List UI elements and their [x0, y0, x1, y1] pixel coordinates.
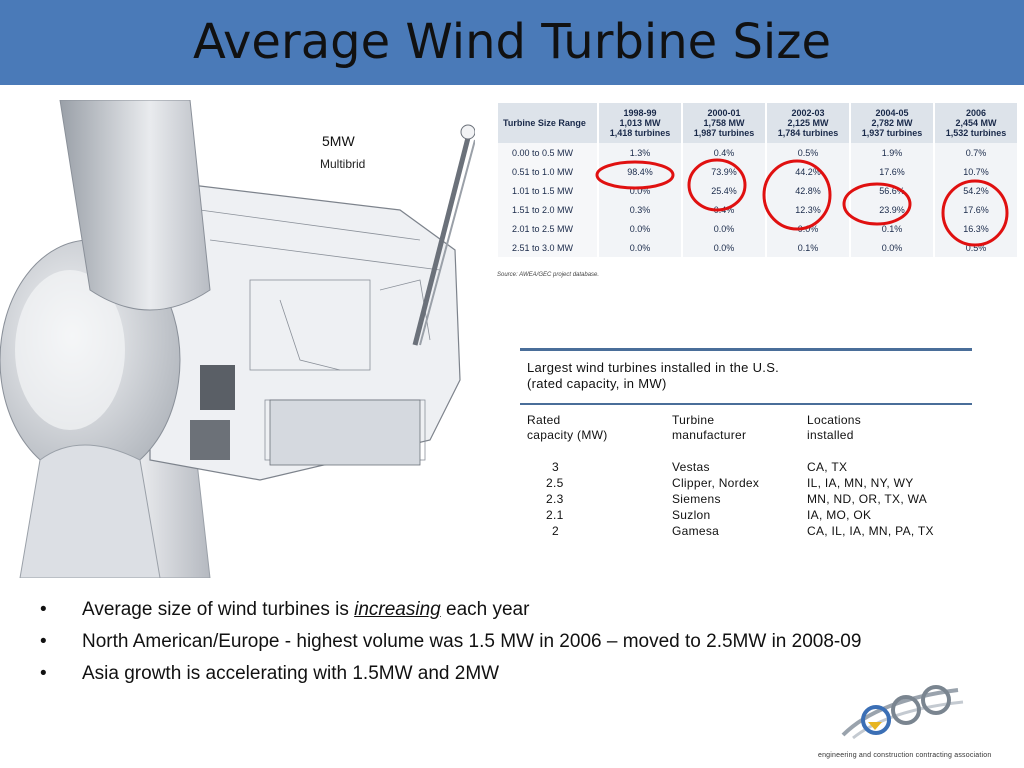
table-cell: 25.4% — [683, 181, 765, 200]
locations-cell: MN, ND, OR, TX, WA — [807, 492, 928, 506]
column-header: 2006 2,454 MW 1,532 turbines — [935, 103, 1017, 143]
capacity-cell: 2.1 — [546, 508, 564, 522]
header-manufacturer: Turbine manufacturer — [672, 413, 747, 442]
table-cell: 0.0% — [599, 219, 681, 238]
range-cell: 0.51 to 1.0 MW — [498, 162, 597, 181]
turbine-sublabel: Multibrid — [320, 157, 366, 171]
table-cell: 0.4% — [683, 143, 765, 162]
table-cell: 56.6% — [851, 181, 933, 200]
title-bar — [0, 0, 1024, 85]
table-cell: 98.4% — [599, 162, 681, 181]
table-rule — [520, 348, 972, 351]
range-cell: 2.01 to 2.5 MW — [498, 219, 597, 238]
manufacturer-cell: Suzlon — [672, 508, 711, 522]
manufacturer-cell: Gamesa — [672, 524, 720, 538]
table-rule — [520, 403, 972, 405]
size-range-table-wrapper: Turbine Size Range 1998-99 1,013 MW 1,418 … — [496, 103, 1019, 257]
table-row: 0.00 to 0.5 MW 1.3% 0.4% 0.5% 1.9% 0.7% — [498, 143, 1017, 162]
range-cell: 0.00 to 0.5 MW — [498, 143, 597, 162]
column-header: 2000-01 1,758 MW 1,987 turbines — [683, 103, 765, 143]
slide-title: Average Wind Turbine Size — [193, 14, 831, 70]
table-header-row: Turbine Size Range 1998-99 1,013 MW 1,418 … — [498, 103, 1017, 143]
column-header: Turbine Size Range — [498, 103, 597, 143]
column-header: 2002-03 2,125 MW 1,784 turbines — [767, 103, 849, 143]
range-cell: 1.01 to 1.5 MW — [498, 181, 597, 200]
table-cell: 0.0% — [599, 238, 681, 257]
turbine-label: 5MW — [322, 133, 355, 149]
manufacturer-cell: Siemens — [672, 492, 721, 506]
table-cell: 1.9% — [851, 143, 933, 162]
table-cell: 0.5% — [935, 238, 1017, 257]
table-cell: 0.1% — [851, 219, 933, 238]
bullet-marker: • — [40, 599, 47, 620]
table-row: 1.01 to 1.5 MW 0.0% 25.4% 42.8% 56.6% 54… — [498, 181, 1017, 200]
range-cell: 1.51 to 2.0 MW — [498, 200, 597, 219]
table-cell: 54.2% — [935, 181, 1017, 200]
column-header: 2004-05 2,782 MW 1,937 turbines — [851, 103, 933, 143]
table-row: 3 Vestas CA, TX — [520, 460, 972, 476]
table-cell: 0.7% — [935, 143, 1017, 162]
logo-tagline: engineering and construction contracting… — [818, 752, 992, 759]
table-row: 2.3 Siemens MN, ND, OR, TX, WA — [520, 492, 972, 508]
table-cell: 0.0% — [599, 181, 681, 200]
table-cell: 0.1% — [767, 238, 849, 257]
bullet-item: • Average size of wind turbines is incre… — [40, 598, 980, 622]
table-row: 2.1 Suzlon IA, MO, OK — [520, 508, 972, 524]
table-cell: 0.0% — [851, 238, 933, 257]
largest-turbines-title: Largest wind turbines installed in the U… — [527, 360, 780, 391]
locations-cell: IL, IA, MN, NY, WY — [807, 476, 914, 490]
bullet-list: • Average size of wind turbines is incre… — [40, 598, 980, 694]
table-cell: 73.9% — [683, 162, 765, 181]
table-cell: 23.9% — [851, 200, 933, 219]
table-cell: 0.0% — [683, 238, 765, 257]
table-row: 2.5 Clipper, Nordex IL, IA, MN, NY, WY — [520, 476, 972, 492]
bullet-marker: • — [40, 663, 47, 684]
manufacturer-cell: Vestas — [672, 460, 710, 474]
capacity-cell: 2.3 — [546, 492, 564, 506]
table-cell: 0.3% — [599, 200, 681, 219]
table-row: 0.51 to 1.0 MW 98.4% 73.9% 44.2% 17.6% 1… — [498, 162, 1017, 181]
table-row: 2.01 to 2.5 MW 0.0% 0.0% 0.0% 0.1% 16.3% — [498, 219, 1017, 238]
table-cell: 16.3% — [935, 219, 1017, 238]
table-row: 2 Gamesa CA, IL, IA, MN, PA, TX — [520, 524, 972, 540]
capacity-cell: 2 — [552, 524, 559, 538]
table-row: 1.51 to 2.0 MW 0.3% 0.4% 12.3% 23.9% 17.… — [498, 200, 1017, 219]
table-cell: 42.8% — [767, 181, 849, 200]
locations-cell: CA, TX — [807, 460, 848, 474]
capacity-cell: 3 — [552, 460, 559, 474]
table-row: 2.51 to 3.0 MW 0.0% 0.0% 0.1% 0.0% 0.5% — [498, 238, 1017, 257]
header-capacity: Rated capacity (MW) — [527, 413, 608, 442]
locations-cell: CA, IL, IA, MN, PA, TX — [807, 524, 934, 538]
bullet-text: Average size of wind turbines is — [82, 599, 355, 620]
range-cell: 2.51 to 3.0 MW — [498, 238, 597, 257]
bullet-text: Asia growth is accelerating with 1.5MW a… — [82, 663, 500, 684]
capacity-cell: 2.5 — [546, 476, 564, 490]
table-cell: 10.7% — [935, 162, 1017, 181]
table-cell: 0.5% — [767, 143, 849, 162]
table-source-note: Source: AWEA/GEC project database. — [497, 272, 600, 278]
bullet-emphasis: increasing — [354, 599, 441, 620]
ecc-logo — [841, 685, 964, 740]
turbine-size-range-table: Turbine Size Range 1998-99 1,013 MW 1,418 … — [496, 103, 1019, 257]
bullet-text: North American/Europe - highest volume w… — [82, 631, 862, 652]
table-cell: 0.4% — [683, 200, 765, 219]
manufacturer-cell: Clipper, Nordex — [672, 476, 760, 490]
table-cell: 0.0% — [767, 219, 849, 238]
locations-cell: IA, MO, OK — [807, 508, 872, 522]
table-cell: 0.0% — [683, 219, 765, 238]
bullet-text: each year — [440, 599, 530, 620]
table-cell: 17.6% — [851, 162, 933, 181]
table-cell: 44.2% — [767, 162, 849, 181]
table-cell: 1.3% — [599, 143, 681, 162]
table-cell: 17.6% — [935, 200, 1017, 219]
column-header: 1998-99 1,013 MW 1,418 turbines — [599, 103, 681, 143]
header-locations: Locations installed — [807, 413, 862, 442]
bullet-item: • North American/Europe - highest volume… — [40, 630, 980, 654]
bullet-marker: • — [40, 631, 47, 652]
table-cell: 12.3% — [767, 200, 849, 219]
turbine-nacelle-illustration — [0, 100, 475, 578]
bullet-item: • Asia growth is accelerating with 1.5MW… — [40, 662, 980, 686]
